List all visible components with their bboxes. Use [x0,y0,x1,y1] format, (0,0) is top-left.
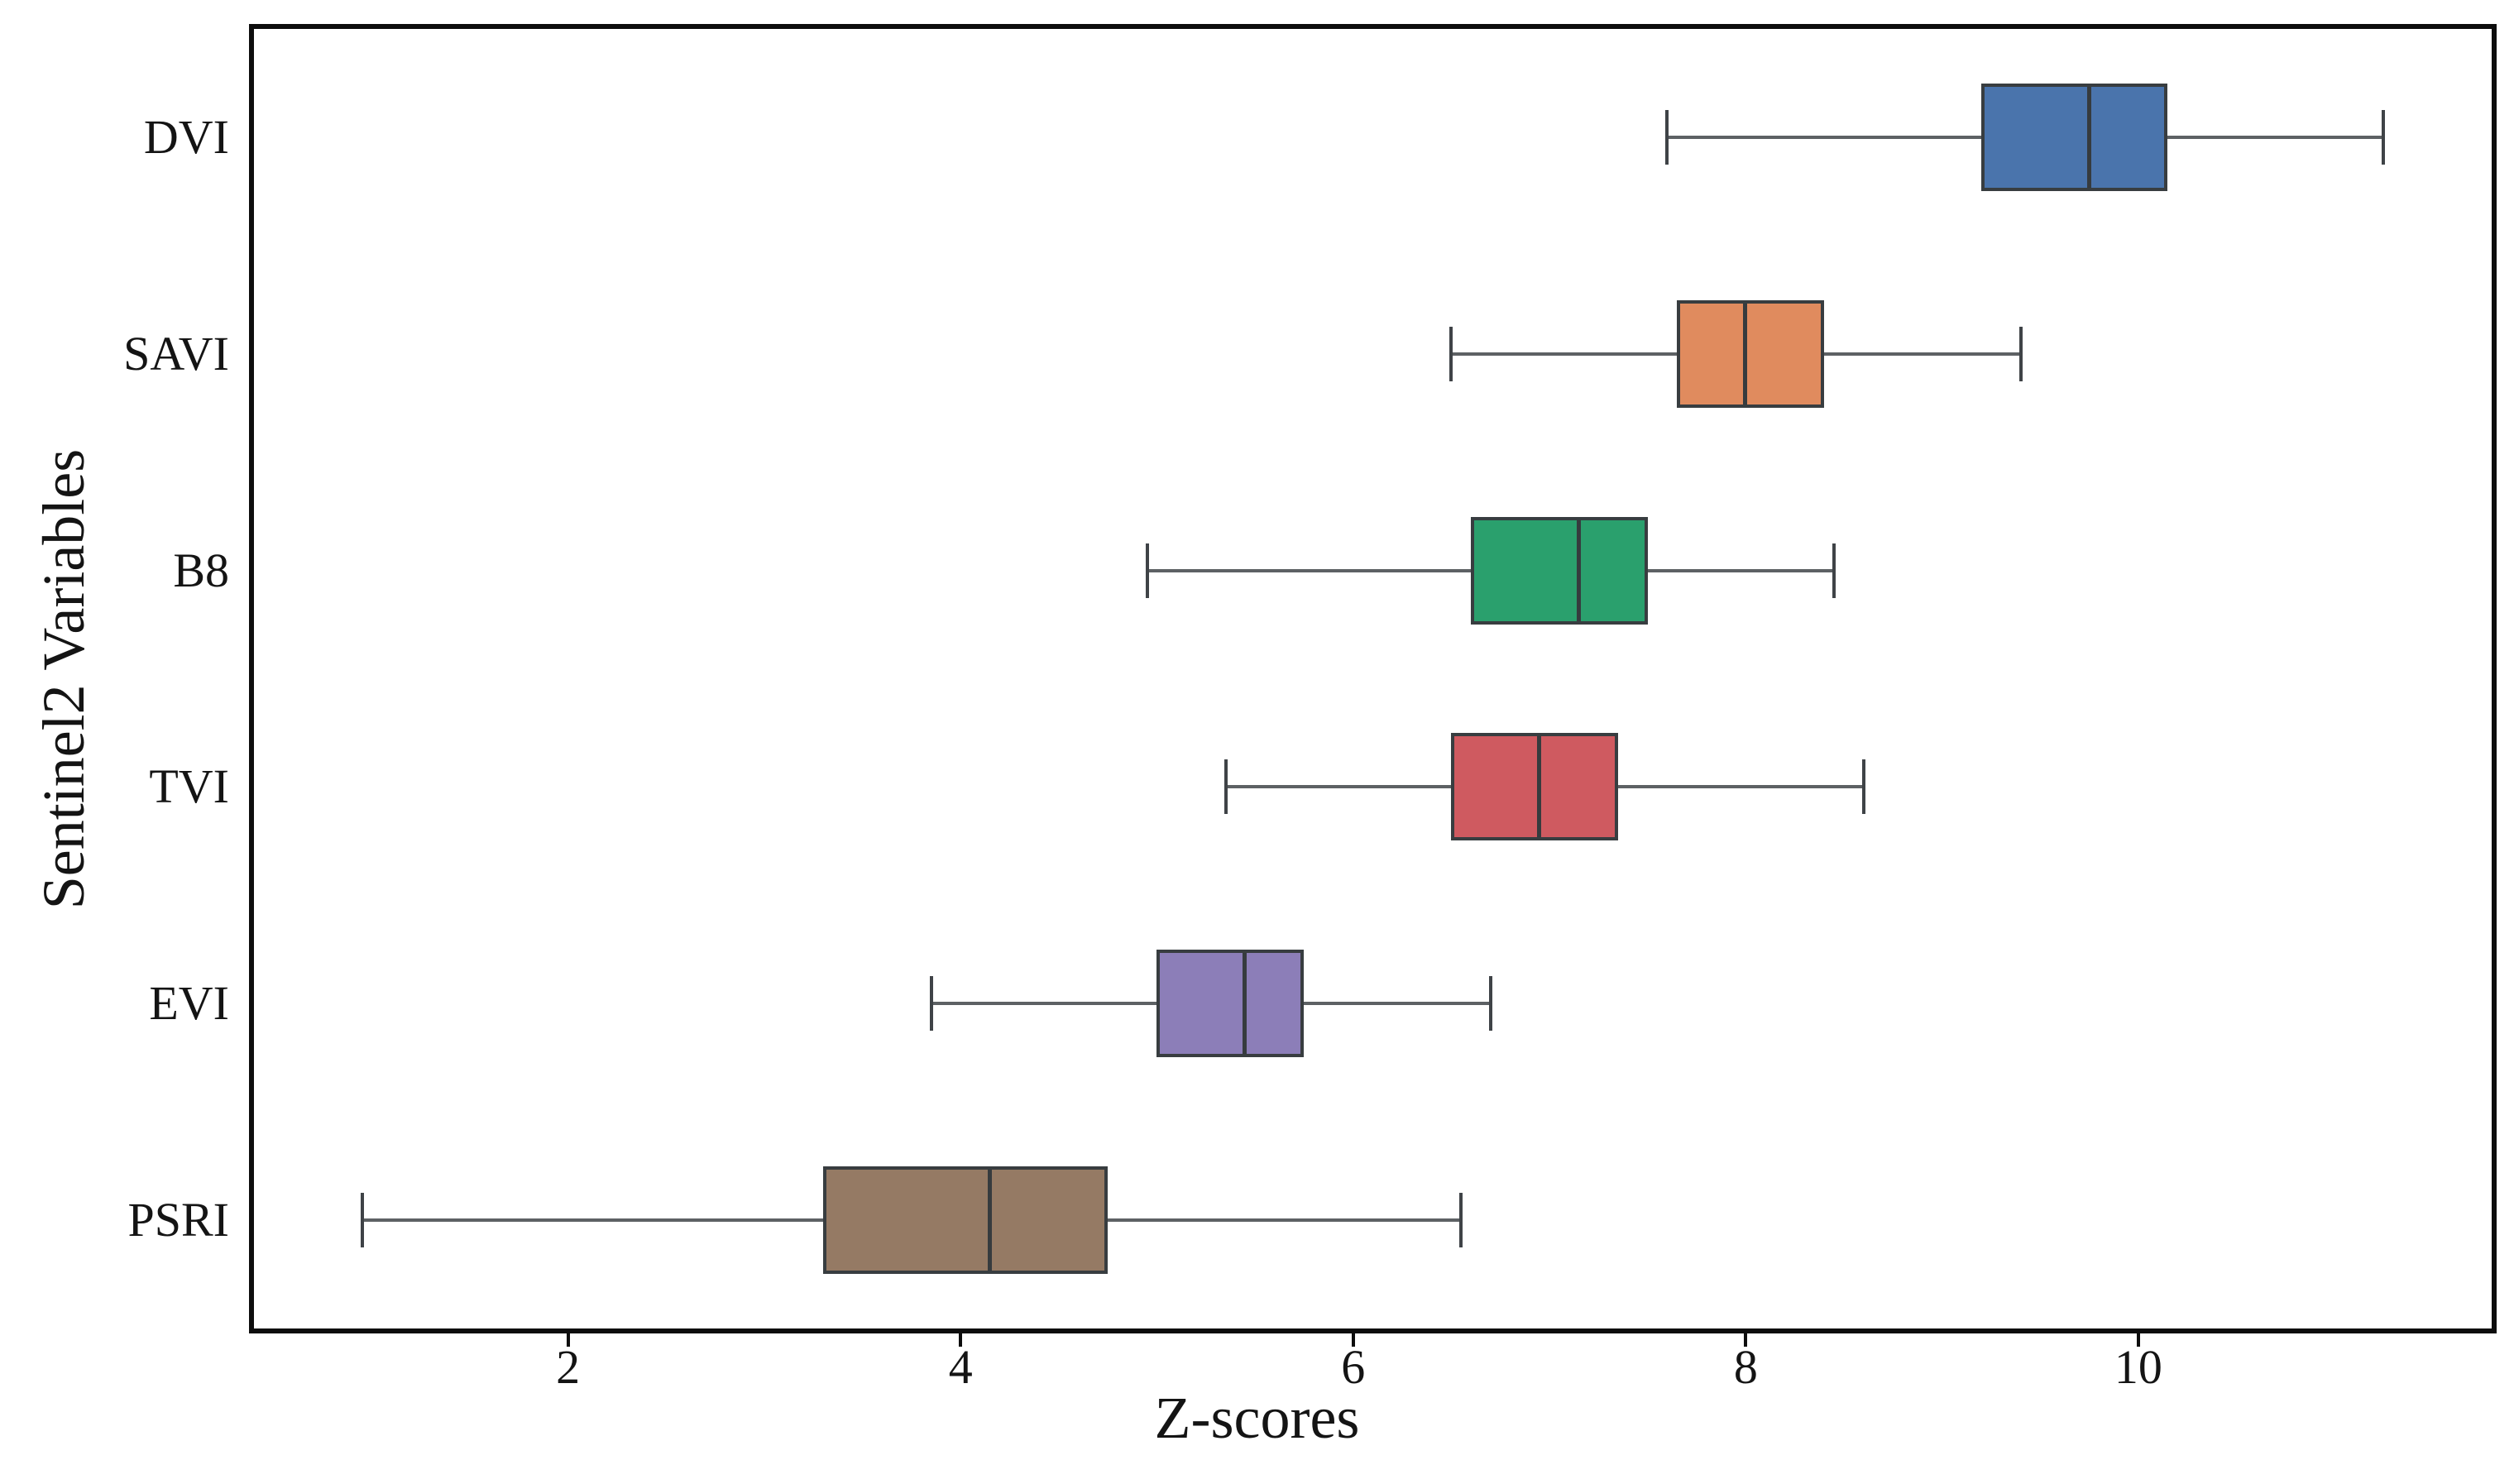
boxplot-median [1743,303,1748,405]
boxplot-median [1576,519,1581,621]
y-tick-label: SAVI [123,326,229,381]
boxplot-whisker-cap-low [1665,109,1669,165]
boxplot-box [823,1166,1109,1275]
boxplot-whisker-cap-low [1145,543,1149,598]
y-tick-label: TVI [149,759,229,814]
x-tick-mark [1351,1333,1355,1347]
boxplot-whisker-cap-high [1488,976,1492,1032]
boxplot-whisker-cap-high [2018,326,2023,381]
x-tick-label: 6 [1341,1340,1366,1394]
boxplot-box [1471,516,1648,625]
y-axis-label: Sentinel2 Variables [31,448,97,910]
y-tick-label: EVI [149,976,229,1031]
x-tick-label: 4 [948,1340,973,1394]
x-tick-mark [1744,1333,1748,1347]
x-tick-mark [959,1333,963,1347]
x-tick-label: 8 [1733,1340,1758,1394]
boxplot-median [1243,953,1247,1055]
boxplot-median [2086,86,2091,188]
boxplot-median [1537,736,1542,838]
boxplot-whisker-cap-high [1861,759,1865,815]
y-tick-label: B8 [173,543,229,597]
boxplot-whisker-cap-low [1449,326,1453,381]
x-tick-mark [566,1333,570,1347]
x-tick-mark [2136,1333,2140,1347]
boxplot-whisker-cap-high [2382,109,2386,165]
boxplot-box [1981,83,2168,191]
x-axis-label: Z-scores [1154,1385,1360,1451]
x-tick-label: 2 [556,1340,581,1394]
boxplot-whisker-cap-high [1832,543,1836,598]
boxplot-whisker-cap-low [929,976,933,1032]
plot-area [249,24,2497,1333]
boxplot-box [1677,299,1825,408]
boxplot-box [1451,733,1619,841]
boxplot-median [987,1170,992,1271]
boxplot-whisker-cap-low [360,1193,364,1248]
y-tick-label: DVI [143,109,229,164]
boxplot-whisker-cap-low [1223,759,1228,815]
y-tick-label: PSRI [127,1193,229,1247]
boxplot-box [1156,950,1305,1058]
boxplot-whisker-cap-high [1459,1193,1463,1248]
x-tick-label: 10 [2114,1340,2162,1394]
